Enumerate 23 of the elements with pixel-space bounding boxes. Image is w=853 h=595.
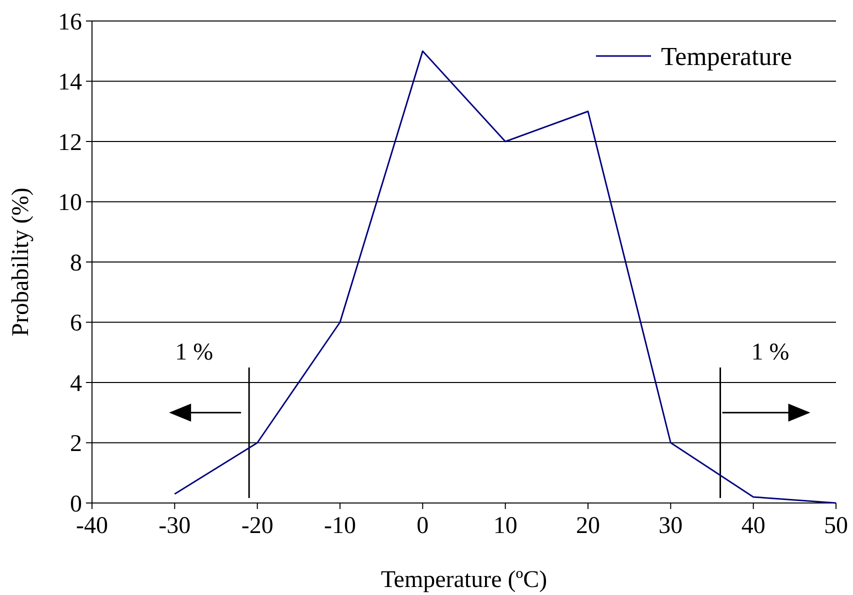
y-tick-label: 14 <box>58 70 82 96</box>
y-tick-label: 8 <box>70 250 82 276</box>
y-tick-label: 12 <box>58 130 82 156</box>
y-tick-label: 10 <box>58 190 82 216</box>
y-tick-label: 6 <box>70 310 82 337</box>
x-tick-label: -20 <box>241 513 274 539</box>
x-tick-label: 50 <box>824 513 848 539</box>
annotation: 1 % <box>751 339 790 366</box>
y-tick-label: 2 <box>70 431 82 458</box>
x-tick-label: 30 <box>658 513 683 539</box>
x-tick-label: 40 <box>741 513 766 539</box>
y-tick-label: 4 <box>70 370 82 397</box>
x-tick-label: -30 <box>158 513 191 539</box>
y-tick-label: 16 <box>58 9 82 36</box>
x-tick-label: 0 <box>416 513 429 539</box>
x-tick-label: 20 <box>576 513 600 539</box>
x-tick-label: 10 <box>493 513 518 539</box>
x-axis-title: Temperature (ºC) <box>380 567 548 593</box>
y-axis-title: Probability (%) <box>8 188 34 336</box>
annotation: 1 % <box>175 339 214 366</box>
legend-label: Temperature <box>661 42 792 72</box>
line-series <box>174 50 837 504</box>
x-tick-label: -10 <box>324 513 356 539</box>
